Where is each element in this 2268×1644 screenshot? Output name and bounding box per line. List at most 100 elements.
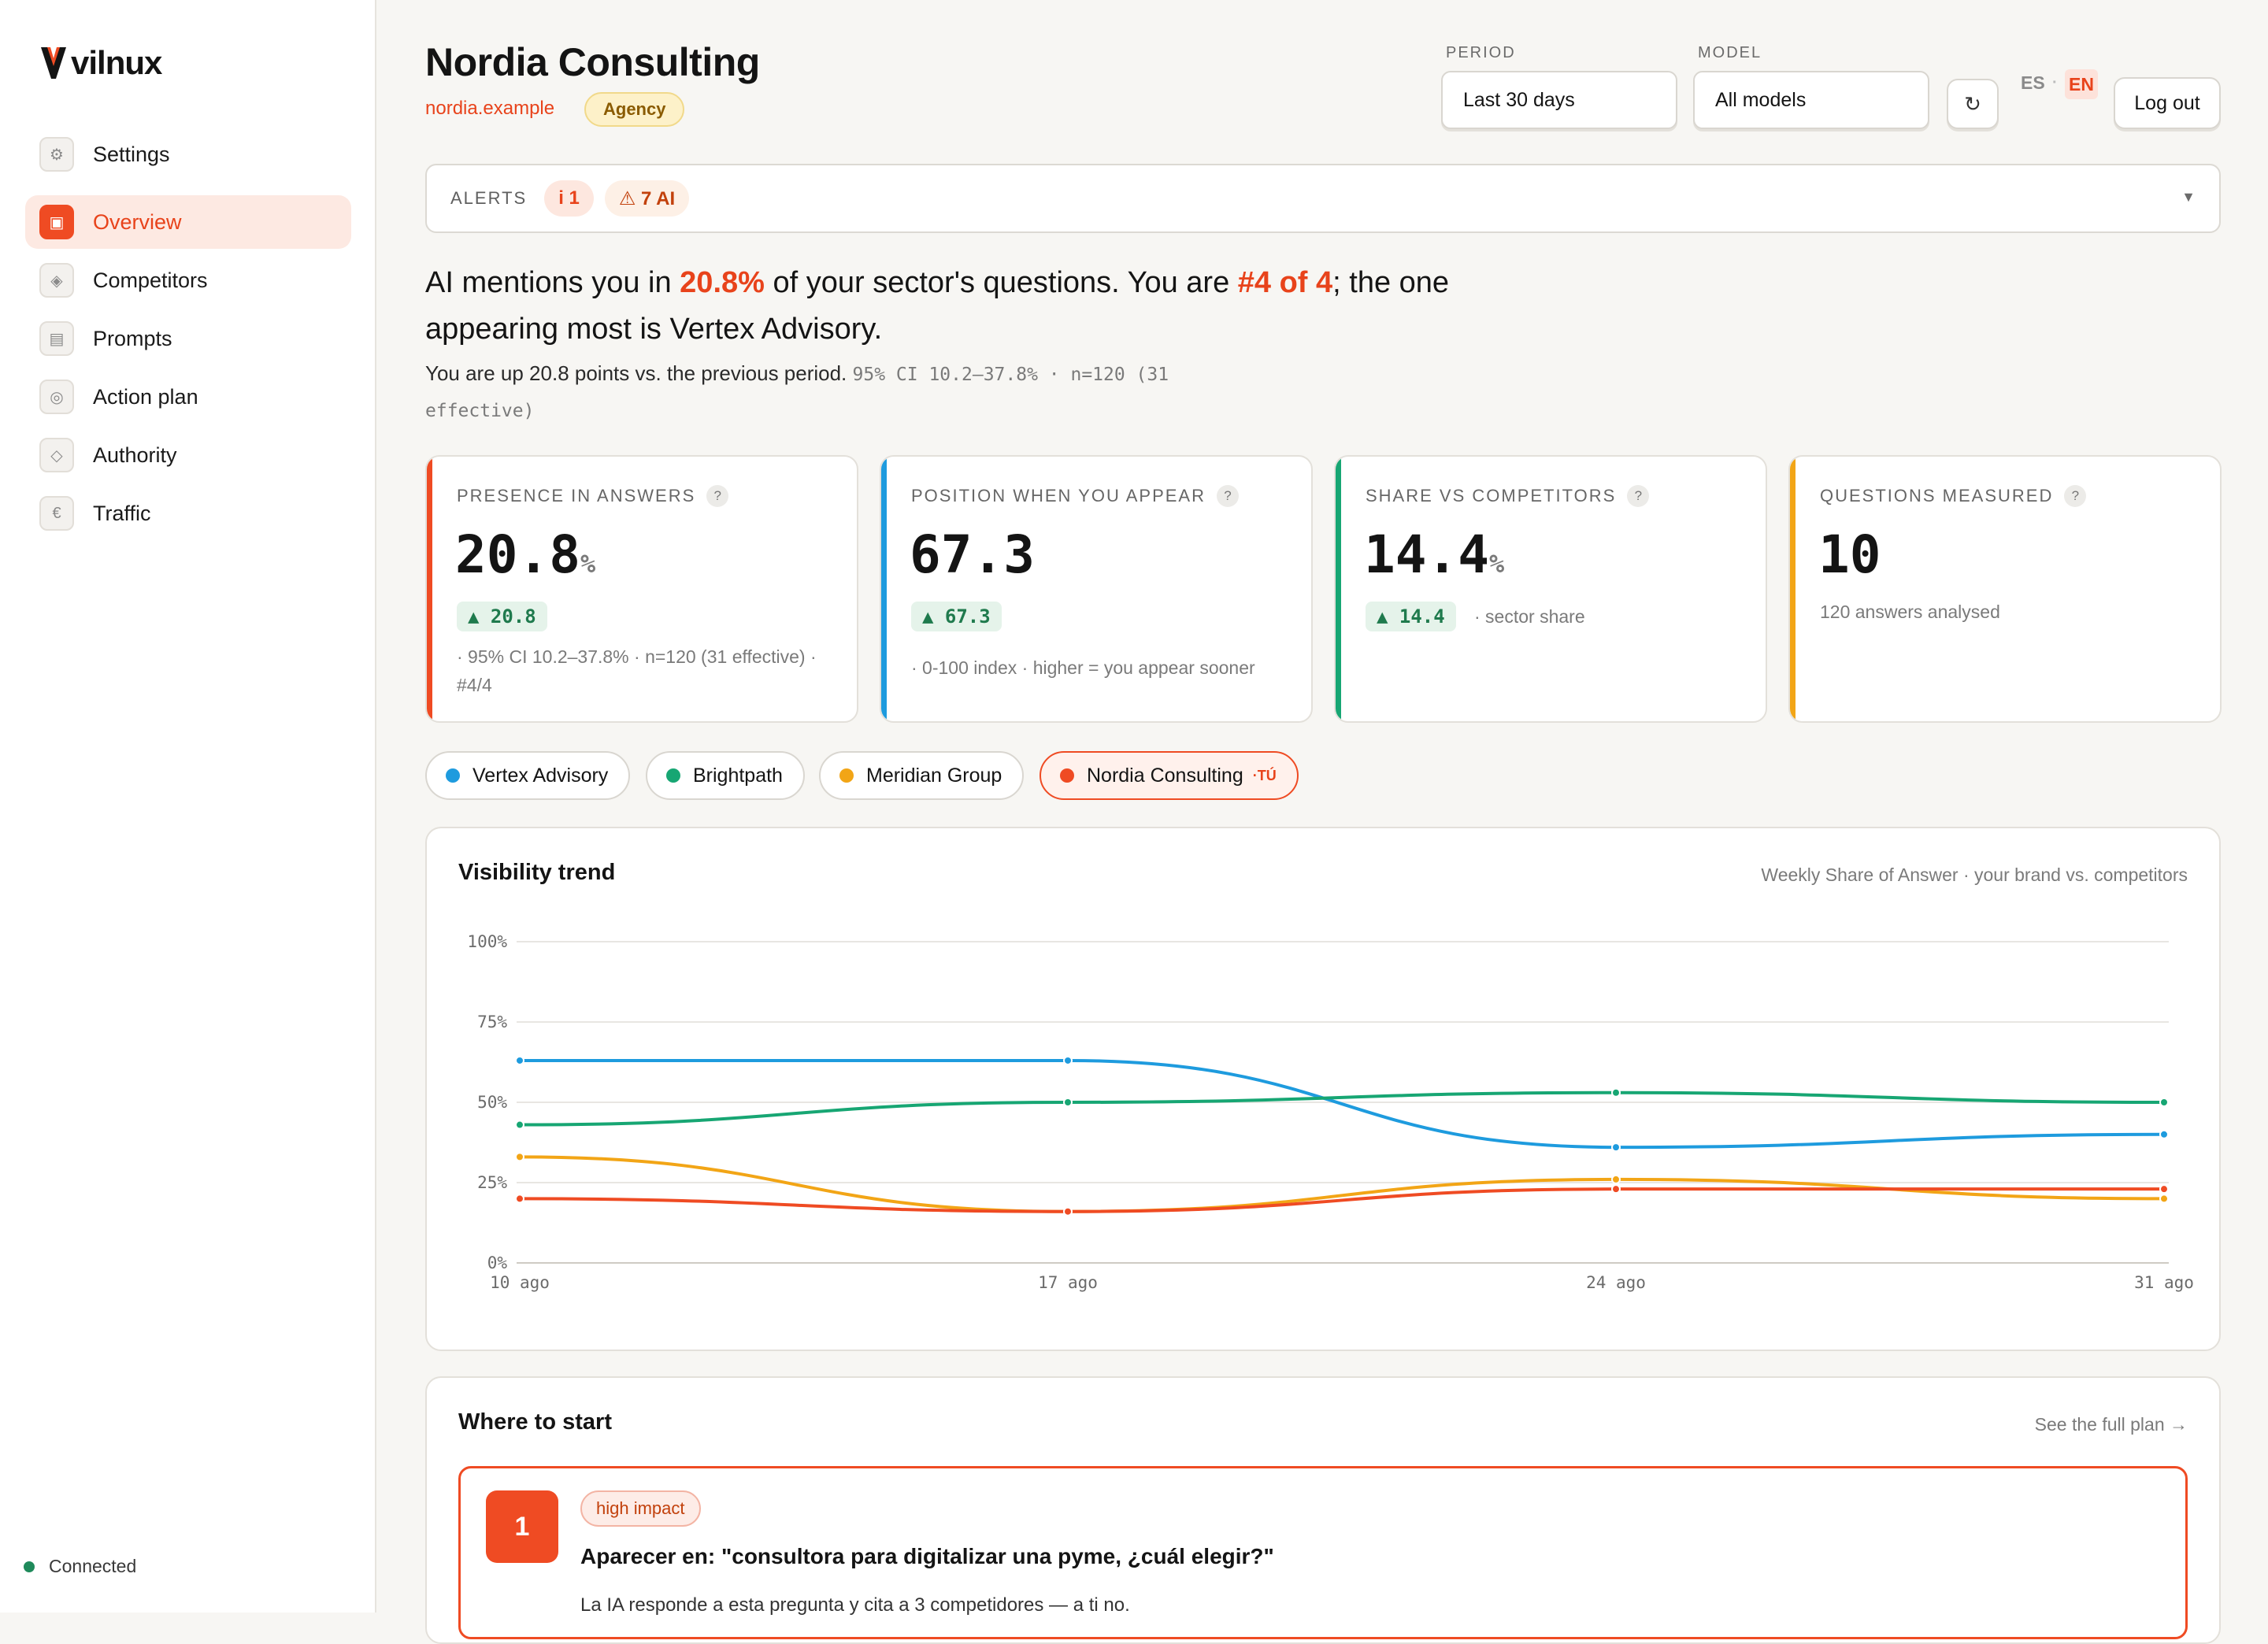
help-icon[interactable]: ? bbox=[1217, 485, 1239, 507]
chip-label: Brightpath bbox=[693, 764, 783, 787]
overview-icon: ▣ bbox=[39, 205, 74, 239]
recommendation-title: Aparecer en: "consultora para digitaliza… bbox=[580, 1544, 1274, 1568]
headline: AI mentions you in 20.8% of your sector'… bbox=[425, 260, 1480, 353]
period-select[interactable]: Last 30 days bbox=[1441, 71, 1677, 129]
logout-button[interactable]: Log out bbox=[2114, 77, 2221, 129]
headline-text: AI mentions you in bbox=[425, 266, 680, 299]
y-tick-label: 0% bbox=[487, 1253, 508, 1272]
chip-self-tag: ·TÚ bbox=[1252, 767, 1277, 783]
kpi-label-text: POSITION WHEN YOU APPEAR bbox=[911, 486, 1206, 505]
sidebar-item-settings[interactable]: ⚙ Settings bbox=[25, 128, 351, 181]
data-point bbox=[1063, 1098, 1073, 1107]
alerts-bar[interactable]: ALERTS i 1 ⚠ 7 AI ▼ bbox=[425, 164, 2221, 233]
headline-rank: #4 of 4 bbox=[1237, 266, 1333, 299]
trend-title: Visibility trend bbox=[458, 860, 616, 885]
sidebar-item-overview[interactable]: ▣ Overview bbox=[25, 195, 351, 249]
help-icon[interactable]: ? bbox=[706, 485, 729, 507]
competitor-chip-nordia[interactable]: Nordia Consulting ·TÚ bbox=[1040, 751, 1299, 800]
start-title: Where to start bbox=[458, 1409, 612, 1435]
kpi-unit: % bbox=[580, 549, 596, 579]
kpi-value: 10 bbox=[1818, 524, 1881, 585]
brand-name: vilnux bbox=[71, 44, 162, 81]
sidebar-item-label: Competitors bbox=[93, 268, 208, 292]
headline-text: ; the one appearing most is Vertex Advis… bbox=[425, 266, 1450, 346]
competitor-chip-meridian[interactable]: Meridian Group bbox=[819, 751, 1025, 800]
x-tick-label: 24 ago bbox=[1586, 1273, 1646, 1292]
kpi-value-number: 10 bbox=[1818, 524, 1881, 585]
sidebar-item-label: Settings bbox=[93, 142, 170, 166]
kpi-delta-badge: ▲ 14.4 bbox=[1366, 602, 1456, 631]
y-tick-label: 75% bbox=[477, 1013, 507, 1031]
where-to-start-card: Where to start See the full plan → 1 hig… bbox=[425, 1376, 2221, 1644]
lang-es-button[interactable]: ES bbox=[2021, 72, 2045, 93]
data-point bbox=[2159, 1184, 2169, 1194]
refresh-icon: ↻ bbox=[1964, 91, 1981, 116]
kpi-label-text: SHARE VS COMPETITORS bbox=[1366, 486, 1617, 505]
kpi-label-text: PRESENCE IN ANSWERS bbox=[457, 486, 696, 505]
page-title: Nordia Consulting bbox=[425, 40, 760, 84]
model-label: MODEL bbox=[1698, 44, 1762, 61]
kpi-card-questions: QUESTIONS MEASURED? 10 120 answers analy… bbox=[1788, 455, 2222, 723]
brand-logo[interactable]: vilnux bbox=[39, 41, 162, 85]
recommendation-description: La IA responde a esta pregunta y cita a … bbox=[580, 1594, 1130, 1616]
data-point bbox=[2159, 1098, 2169, 1107]
subline-text: You are up 20.8 points vs. the previous … bbox=[425, 361, 847, 385]
kpi-label: SHARE VS COMPETITORS? bbox=[1366, 485, 1650, 507]
sidebar-item-traffic[interactable]: € Traffic bbox=[25, 487, 351, 540]
kpi-value: 14.4% bbox=[1364, 524, 1504, 585]
logo-mark-icon bbox=[41, 47, 66, 79]
euro-icon: € bbox=[39, 496, 74, 531]
kpi-label: PRESENCE IN ANSWERS? bbox=[457, 485, 729, 507]
kpi-accent-bar bbox=[1336, 457, 1341, 721]
competitor-chip-brightpath[interactable]: Brightpath bbox=[646, 751, 805, 800]
sidebar-item-label: Traffic bbox=[93, 501, 151, 525]
lang-en-button[interactable]: EN bbox=[2065, 69, 2098, 99]
kpi-delta-badge: ▲ 67.3 bbox=[911, 602, 1002, 631]
data-point bbox=[1611, 1087, 1621, 1098]
period-label: PERIOD bbox=[1446, 44, 1516, 61]
sidebar-item-label: Action plan bbox=[93, 384, 198, 409]
chip-label: Meridian Group bbox=[866, 764, 1002, 787]
sidebar-item-prompts[interactable]: ▤ Prompts bbox=[25, 312, 351, 365]
refresh-button[interactable]: ↻ bbox=[1947, 79, 1999, 129]
sidebar: vilnux ⚙ Settings ▣ Overview ◈ Competito… bbox=[0, 0, 376, 1613]
recommendation-number: 1 bbox=[486, 1490, 558, 1563]
data-point bbox=[515, 1120, 524, 1130]
data-point bbox=[515, 1152, 524, 1162]
impact-badge: high impact bbox=[580, 1490, 701, 1527]
domain-link[interactable]: nordia.example bbox=[425, 98, 555, 119]
full-plan-link[interactable]: See the full plan → bbox=[2034, 1414, 2188, 1435]
kpi-label: QUESTIONS MEASURED? bbox=[1820, 485, 2087, 507]
chevron-down-icon[interactable]: ▼ bbox=[2181, 189, 2196, 205]
target-icon: ◎ bbox=[39, 380, 74, 414]
kpi-value: 20.8% bbox=[455, 524, 595, 585]
sidebar-item-competitors[interactable]: ◈ Competitors bbox=[25, 254, 351, 307]
diamond-outline-icon: ◇ bbox=[39, 438, 74, 472]
trend-subtitle: Weekly Share of Answer · your brand vs. … bbox=[1761, 865, 2188, 885]
sidebar-nav: ⚙ Settings ▣ Overview ◈ Competitors ▤ Pr… bbox=[25, 128, 351, 545]
data-point bbox=[1611, 1184, 1621, 1194]
sidebar-item-authority[interactable]: ◇ Authority bbox=[25, 428, 351, 482]
visibility-trend-card: Visibility trend Weekly Share of Answer … bbox=[425, 827, 2221, 1351]
sidebar-item-action-plan[interactable]: ◎ Action plan bbox=[25, 370, 351, 424]
info-alert-badge[interactable]: i 1 bbox=[544, 180, 594, 217]
data-point bbox=[515, 1194, 524, 1204]
recommendation-card[interactable]: 1 high impact Aparecer en: "consultora p… bbox=[458, 1466, 2188, 1639]
ai-warning-badge[interactable]: ⚠ 7 AI bbox=[604, 180, 690, 217]
visibility-trend-chart[interactable]: 0% 25% 50% 75% 100% 10 ago 17 ago 24 ago 31 ago bbox=[427, 828, 2219, 1350]
status-text: Connected bbox=[49, 1556, 137, 1576]
kpi-card-presence: PRESENCE IN ANSWERS? 20.8% ▲ 20.8 · 95% … bbox=[425, 455, 858, 723]
competitor-chip-vertex[interactable]: Vertex Advisory bbox=[425, 751, 631, 800]
help-icon[interactable]: ? bbox=[2064, 485, 2087, 507]
model-select[interactable]: All models bbox=[1693, 71, 1929, 129]
sidebar-item-label: Prompts bbox=[93, 326, 172, 350]
x-tick-label: 10 ago bbox=[490, 1273, 550, 1292]
kpi-accent-bar bbox=[1790, 457, 1796, 721]
series-line bbox=[518, 1090, 2166, 1127]
kpi-unit: % bbox=[1488, 549, 1505, 579]
kpi-note: · 0-100 index · higher = you appear soon… bbox=[911, 657, 1255, 678]
data-point bbox=[1611, 1174, 1621, 1184]
help-icon[interactable]: ? bbox=[1627, 485, 1650, 507]
kpi-value-number: 20.8 bbox=[455, 524, 580, 585]
kpi-note: 120 answers analysed bbox=[1820, 602, 2000, 622]
